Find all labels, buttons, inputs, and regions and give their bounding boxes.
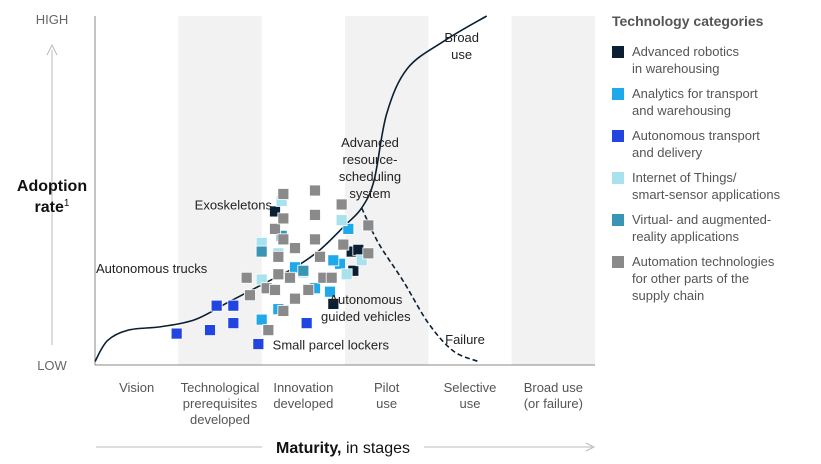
point-automation xyxy=(302,284,315,296)
y-arrow-head xyxy=(46,43,58,56)
point-robotics xyxy=(327,298,340,310)
point-automation xyxy=(335,198,348,211)
point-autonomous xyxy=(227,317,240,330)
point-automation xyxy=(277,305,290,317)
stage-band xyxy=(345,16,429,365)
annotation-label: Exoskeletons xyxy=(195,197,273,212)
legend-swatch xyxy=(612,46,624,58)
point-iot xyxy=(340,268,353,281)
point-automation xyxy=(272,250,285,263)
legend-swatch xyxy=(612,256,624,268)
point-automation xyxy=(284,271,296,284)
legend-label: Virtual- and augmented- reality applicat… xyxy=(632,212,772,244)
legend-label: Automation technologies for other parts … xyxy=(632,254,775,303)
x-arrow-head xyxy=(585,442,596,452)
legend-item-analytics: Analytics for transport and warehousing xyxy=(612,85,817,119)
point-automation xyxy=(269,284,281,296)
point-automation xyxy=(325,271,338,284)
legend-label: Advanced robotics in warehousing xyxy=(632,44,739,76)
y-axis-label: Adoption xyxy=(17,178,87,195)
legend-item-automation: Automation technologies for other parts … xyxy=(612,253,817,304)
point-vr xyxy=(255,245,268,258)
point-automation xyxy=(309,184,321,197)
point-analytics xyxy=(342,222,355,235)
point-vr xyxy=(297,264,310,277)
point-automation xyxy=(262,324,275,337)
legend: Technology categories Advanced robotics … xyxy=(612,13,817,312)
stage-label: Technological prerequisites developed xyxy=(181,380,260,427)
point-automation xyxy=(309,209,321,221)
point-automation xyxy=(289,292,301,305)
legend-label: Internet of Things/ smart-sensor applica… xyxy=(632,170,781,202)
stage-band xyxy=(511,16,595,365)
point-automation xyxy=(309,233,321,246)
point-robotics xyxy=(352,243,365,256)
point-autonomous xyxy=(170,327,183,340)
legend-swatch xyxy=(612,172,624,184)
point-automation xyxy=(362,219,375,232)
legend-label: Autonomous transport and delivery xyxy=(632,128,760,160)
point-autonomous xyxy=(210,299,223,312)
legend-swatch xyxy=(612,130,624,142)
broad-use-curve xyxy=(94,15,488,362)
legend-items: Advanced robotics in warehousing Analytic… xyxy=(612,43,817,304)
point-automation xyxy=(272,268,285,281)
point-automation xyxy=(289,242,301,254)
point-analytics xyxy=(255,313,268,326)
legend-item-vr: Virtual- and augmented- reality applicat… xyxy=(612,211,817,245)
point-autonomous xyxy=(300,317,313,330)
point-analytics xyxy=(324,285,336,298)
stage-label: Selective use xyxy=(444,380,497,411)
x-axis-title: Maturity, in stages xyxy=(276,440,410,457)
legend-item-robotics: Advanced robotics in warehousing xyxy=(612,43,817,77)
point-automation xyxy=(314,250,326,263)
x-title-bg xyxy=(262,436,424,458)
point-automation xyxy=(337,238,350,251)
point-autonomous xyxy=(227,299,240,312)
annotation-label: Failure xyxy=(445,332,485,347)
point-automation xyxy=(362,247,375,260)
point-analytics xyxy=(327,254,340,267)
stage-label: Pilot use xyxy=(374,380,400,411)
legend-item-autonomous: Autonomous transport and delivery xyxy=(612,127,817,161)
legend-swatch xyxy=(612,214,624,226)
point-automation xyxy=(277,188,290,200)
annotation-label: Autonomous guided vehicles xyxy=(321,292,411,324)
point-automation xyxy=(244,289,256,302)
annotation-label: Advanced resource-scheduling system xyxy=(339,135,401,201)
point-iot xyxy=(355,254,368,267)
point-automation xyxy=(277,233,290,246)
stage-band xyxy=(178,16,262,365)
y-axis-label-line2: rate1 xyxy=(35,198,70,216)
point-robotics xyxy=(269,205,281,218)
annotation-label: Small parcel lockers xyxy=(273,337,390,352)
point-automation xyxy=(240,271,253,284)
annotation-label: Autonomous trucks xyxy=(96,261,208,276)
y-tick-high: HIGH xyxy=(36,12,69,27)
legend-item-iot: Internet of Things/ smart-sensor applica… xyxy=(612,169,817,203)
legend-label: Analytics for transport and warehousing xyxy=(632,86,758,118)
stage-label: Broad use (or failure) xyxy=(524,380,583,411)
y-tick-low: LOW xyxy=(37,358,67,373)
legend-swatch xyxy=(612,88,624,100)
legend-title: Technology categories xyxy=(612,13,764,29)
stage-label: Innovation developed xyxy=(273,380,333,411)
point-autonomous xyxy=(204,324,216,337)
point-autonomous xyxy=(252,338,265,350)
point-iot xyxy=(335,214,348,227)
failure-curve xyxy=(360,207,479,363)
point-automation xyxy=(277,212,290,225)
point-automation xyxy=(269,222,281,235)
annotation-label: Broad use xyxy=(444,30,479,62)
stage-label: Vision xyxy=(119,380,154,395)
